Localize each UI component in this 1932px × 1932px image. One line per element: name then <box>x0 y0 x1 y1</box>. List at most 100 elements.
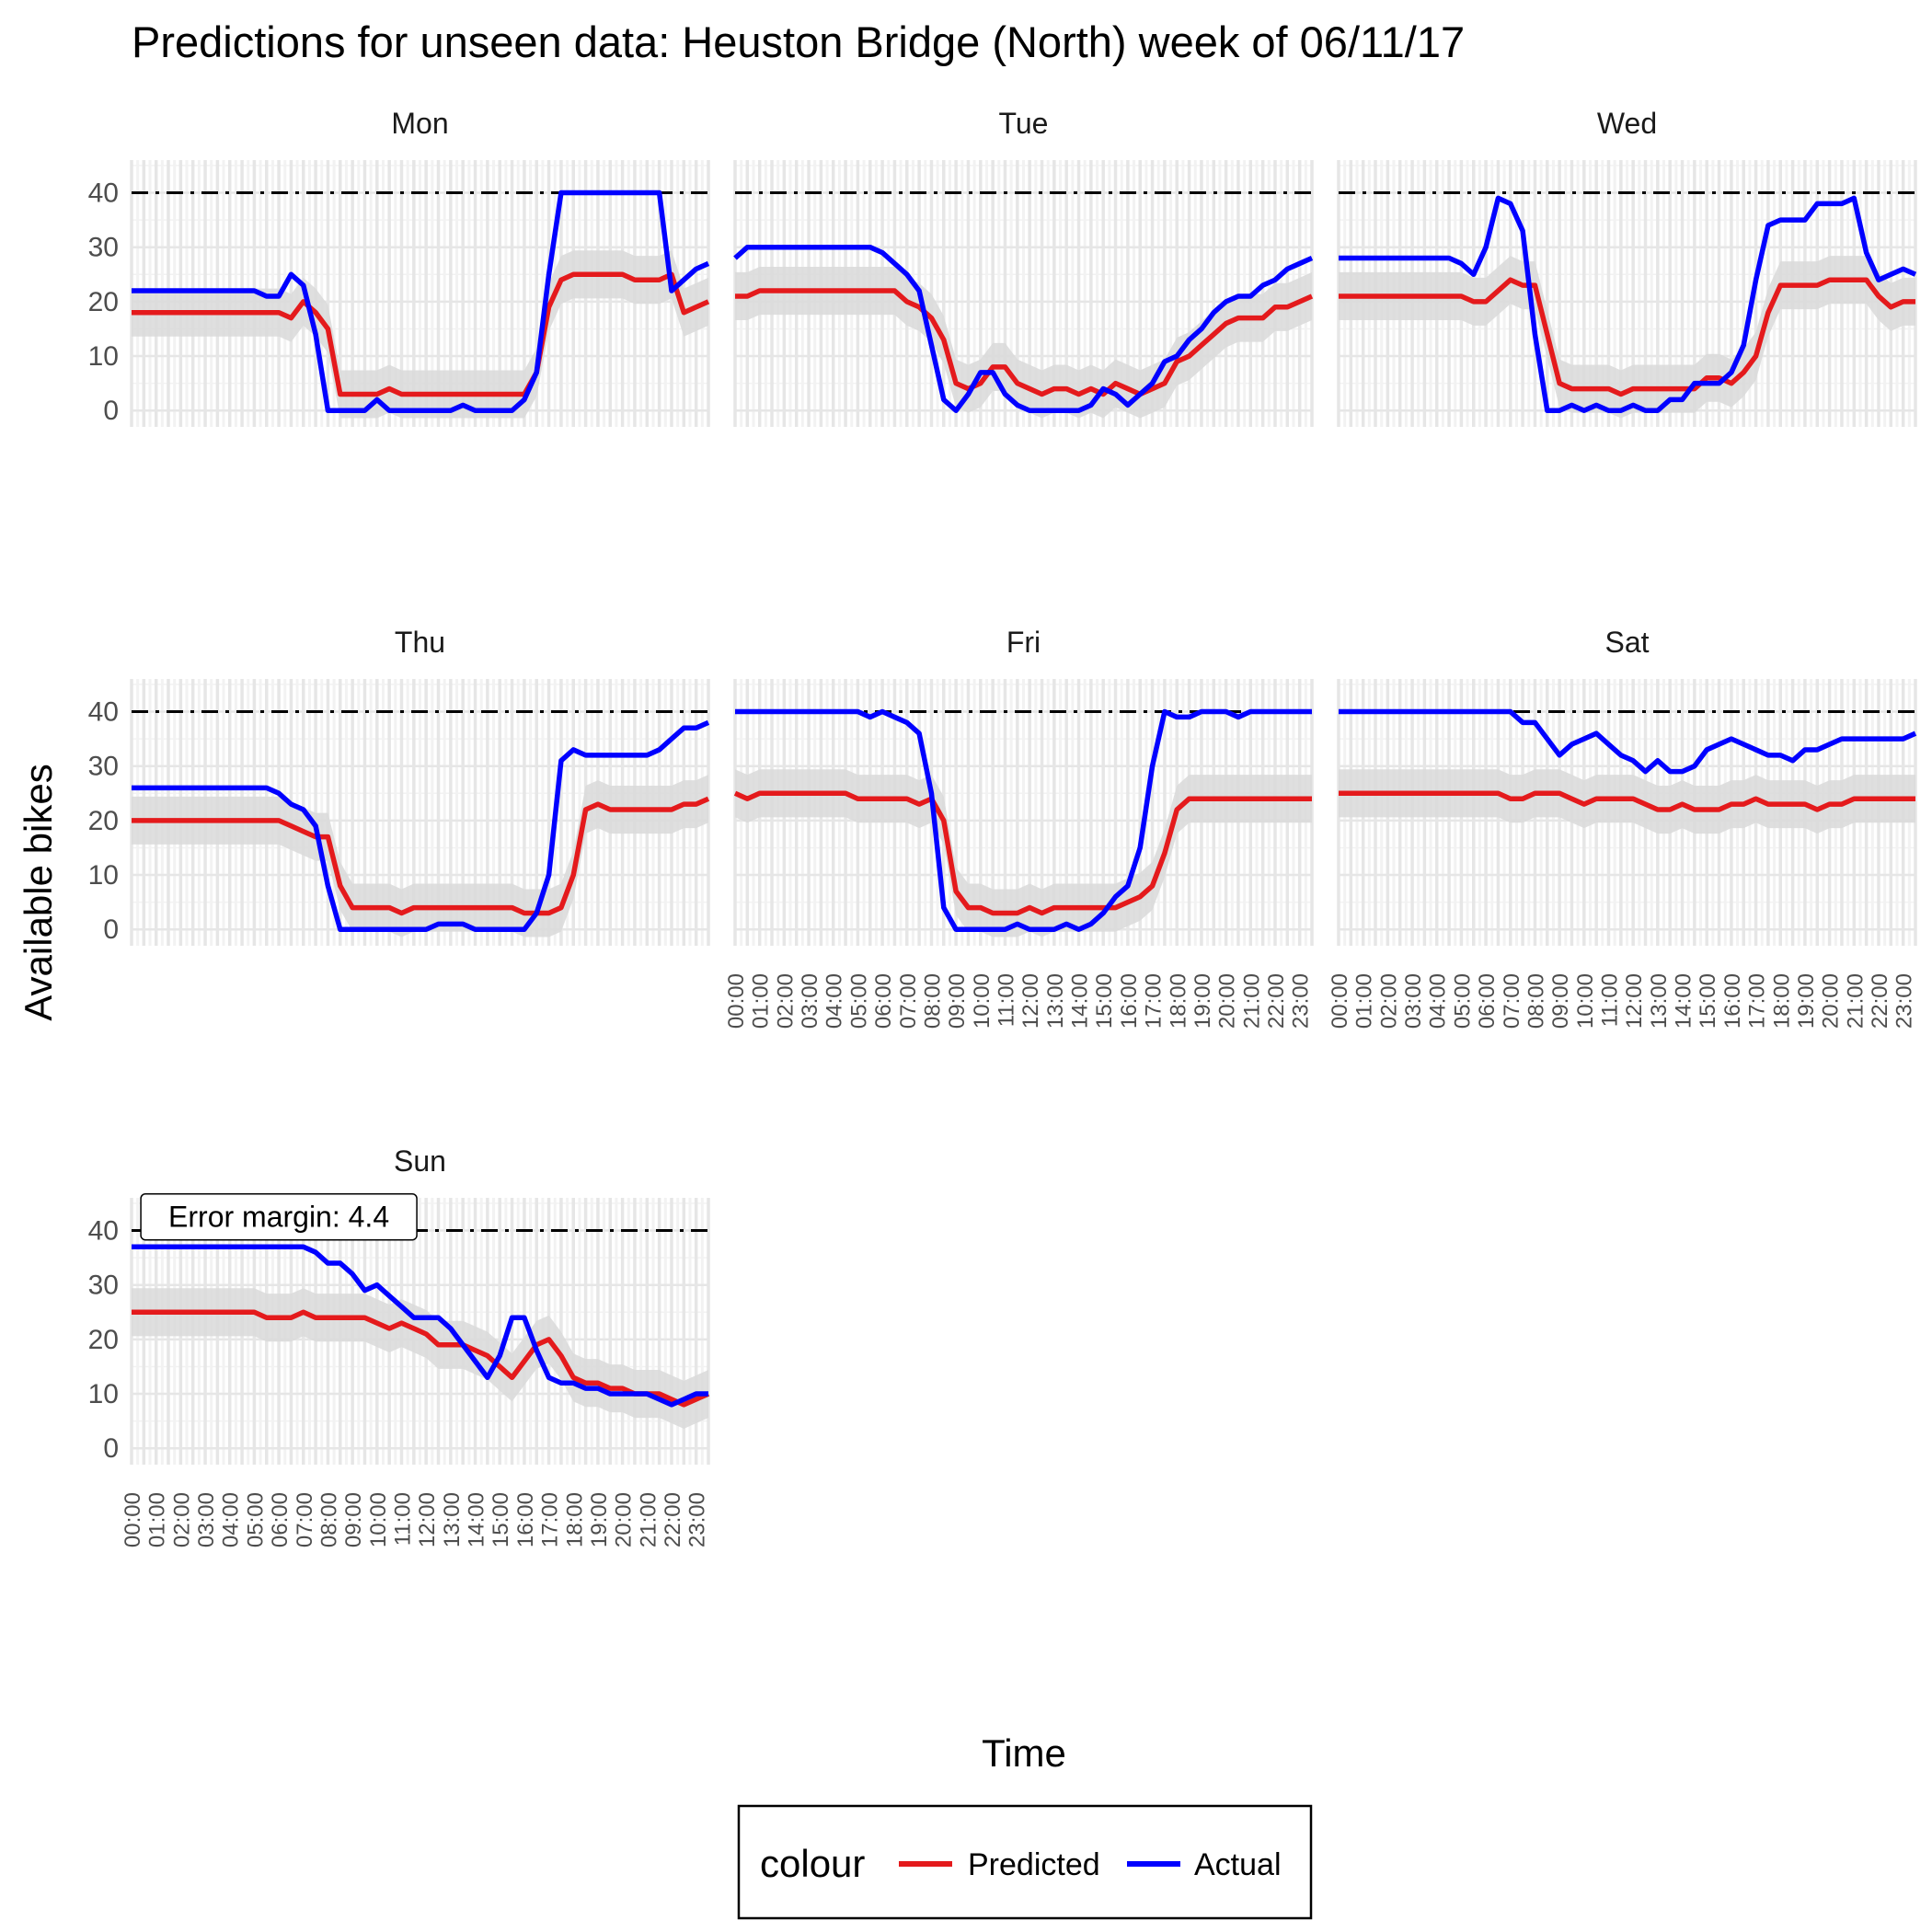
series-actual-line <box>1339 708 1917 775</box>
x-tick-label: 21:00 <box>1239 973 1264 1029</box>
x-tick-label: 21:00 <box>1843 973 1868 1029</box>
x-tick-label: 06:00 <box>871 973 896 1029</box>
panel-fri: Fri 00:00 01:00 02:00 03:00 04:00 05:00 06:00 07… <box>724 626 1314 1029</box>
x-tick-label: 05:00 <box>1450 973 1475 1029</box>
y-tick-label: 20 <box>88 806 119 836</box>
error-ribbon <box>132 1288 708 1429</box>
y-tick-label: 30 <box>88 1271 119 1301</box>
x-tick-label: 07:00 <box>896 973 921 1029</box>
x-tick-label: 04:00 <box>822 973 847 1029</box>
panel-strip-label: Sat <box>1604 626 1649 659</box>
x-tick-label: 16:00 <box>1720 973 1745 1029</box>
x-tick-label: 09:00 <box>1548 973 1573 1029</box>
x-tick-label: 11:00 <box>994 973 1018 1027</box>
x-tick-label: 01:00 <box>1352 973 1377 1029</box>
x-tick-label: 14:00 <box>465 1492 489 1547</box>
x-tick-label: 10:00 <box>1573 973 1598 1029</box>
x-tick-label: 13:00 <box>1647 973 1672 1029</box>
annotation-text: Error margin: 4.4 <box>168 1201 389 1234</box>
x-tick-label: 00:00 <box>121 1492 145 1547</box>
x-tick-label: 12:00 <box>415 1492 440 1547</box>
x-tick-label: 08:00 <box>316 1492 341 1547</box>
y-tick-label: 0 <box>103 396 119 426</box>
x-tick-label: 00:00 <box>1328 973 1352 1029</box>
chart-title: Predictions for unseen data: Heuston Bri… <box>132 17 1465 66</box>
x-tick-label: 22:00 <box>1868 973 1892 1029</box>
panel-strip-label: Tue <box>999 107 1049 140</box>
x-tick-label: 15:00 <box>1696 973 1720 1029</box>
x-tick-label: 09:00 <box>341 1492 366 1547</box>
x-tick-label: 02:00 <box>169 1492 194 1547</box>
panel-wed: Wed <box>1337 107 1917 427</box>
panel-sun: Sun 0 10 20 30 40 00:00 01:00 02:00 03:00 04:00 05:… <box>88 1144 710 1547</box>
panel-strip-label: Mon <box>391 107 448 140</box>
y-tick-label: 10 <box>88 341 119 372</box>
x-tick-label: 09:00 <box>945 973 970 1029</box>
x-tick-label: 23:00 <box>685 1492 710 1547</box>
x-tick-label: 16:00 <box>1117 973 1142 1029</box>
x-tick-label: 23:00 <box>1289 973 1314 1029</box>
y-tick-label: 40 <box>88 1216 119 1247</box>
x-tick-label: 13:00 <box>440 1492 465 1547</box>
x-tick-label: 06:00 <box>1475 973 1500 1029</box>
panel-thu: Thu 0 10 20 30 40 <box>88 626 710 946</box>
error-ribbon <box>1339 256 1915 419</box>
panel-strip-label: Wed <box>1597 107 1657 140</box>
x-tick-label: 14:00 <box>1672 973 1696 1029</box>
x-tick-label: 17:00 <box>538 1492 563 1547</box>
x-tick-label: 08:00 <box>920 973 945 1029</box>
panel-strip-label: Thu <box>395 626 445 659</box>
x-tick-label: 20:00 <box>1819 973 1844 1029</box>
panel-strip-label: Fri <box>1006 626 1041 659</box>
x-tick-label: 18:00 <box>1769 973 1794 1029</box>
x-tick-label: 06:00 <box>268 1492 293 1547</box>
x-tick-label: 23:00 <box>1892 973 1917 1029</box>
x-axis-title: Time <box>982 1731 1066 1775</box>
x-tick-label: 14:00 <box>1068 973 1093 1029</box>
legend-label-predicted: Predicted <box>968 1847 1100 1882</box>
y-tick-label: 0 <box>103 1433 119 1464</box>
panel-strip-label: Sun <box>394 1144 446 1178</box>
y-tick-label: 20 <box>88 1325 119 1355</box>
x-tick-label: 18:00 <box>562 1492 587 1547</box>
x-tick-label: 10:00 <box>970 973 995 1029</box>
y-tick-label: 20 <box>88 287 119 317</box>
x-tick-label: 00:00 <box>724 973 749 1029</box>
panel-mon: Mon 0 10 20 30 40 <box>88 107 710 427</box>
y-tick-label: 30 <box>88 233 119 263</box>
x-tick-label: 22:00 <box>661 1492 685 1547</box>
x-tick-label: 05:00 <box>243 1492 268 1547</box>
y-tick-label: 40 <box>88 178 119 209</box>
x-tick-label: 12:00 <box>1622 973 1647 1029</box>
x-tick-label: 03:00 <box>1401 973 1426 1029</box>
x-tick-label: 15:00 <box>1092 973 1117 1029</box>
series-predicted-line <box>735 288 1314 397</box>
x-tick-label: 19:00 <box>587 1492 612 1547</box>
series-actual-line <box>132 719 710 932</box>
legend: colour Predicted Actual <box>737 1804 1313 1920</box>
x-tick-label: 01:00 <box>749 973 774 1029</box>
x-tick-label: 11:00 <box>390 1492 415 1546</box>
series-actual-line <box>132 190 710 413</box>
series-actual-line <box>733 244 1314 413</box>
series-predicted-line <box>733 790 1312 916</box>
x-tick-label: 19:00 <box>1190 973 1215 1029</box>
x-tick-label: 15:00 <box>489 1492 513 1547</box>
x-tick-label: 20:00 <box>1215 973 1240 1029</box>
annotation-box <box>140 1192 418 1241</box>
x-tick-label: 04:00 <box>1426 973 1451 1029</box>
x-tick-label: 17:00 <box>1745 973 1770 1029</box>
error-ribbon <box>735 769 1312 937</box>
legend-label-actual: Actual <box>1194 1847 1282 1882</box>
x-tick-label: 16:00 <box>513 1492 538 1547</box>
x-tick-label: 13:00 <box>1043 973 1068 1029</box>
x-tick-label: 02:00 <box>773 973 798 1029</box>
y-tick-label: 10 <box>88 860 119 891</box>
x-tick-label: 03:00 <box>798 973 822 1029</box>
x-tick-label: 20:00 <box>612 1492 637 1547</box>
x-tick-label: 21:00 <box>636 1492 661 1547</box>
y-tick-label: 10 <box>88 1379 119 1409</box>
panel-tue: Tue <box>733 107 1314 427</box>
